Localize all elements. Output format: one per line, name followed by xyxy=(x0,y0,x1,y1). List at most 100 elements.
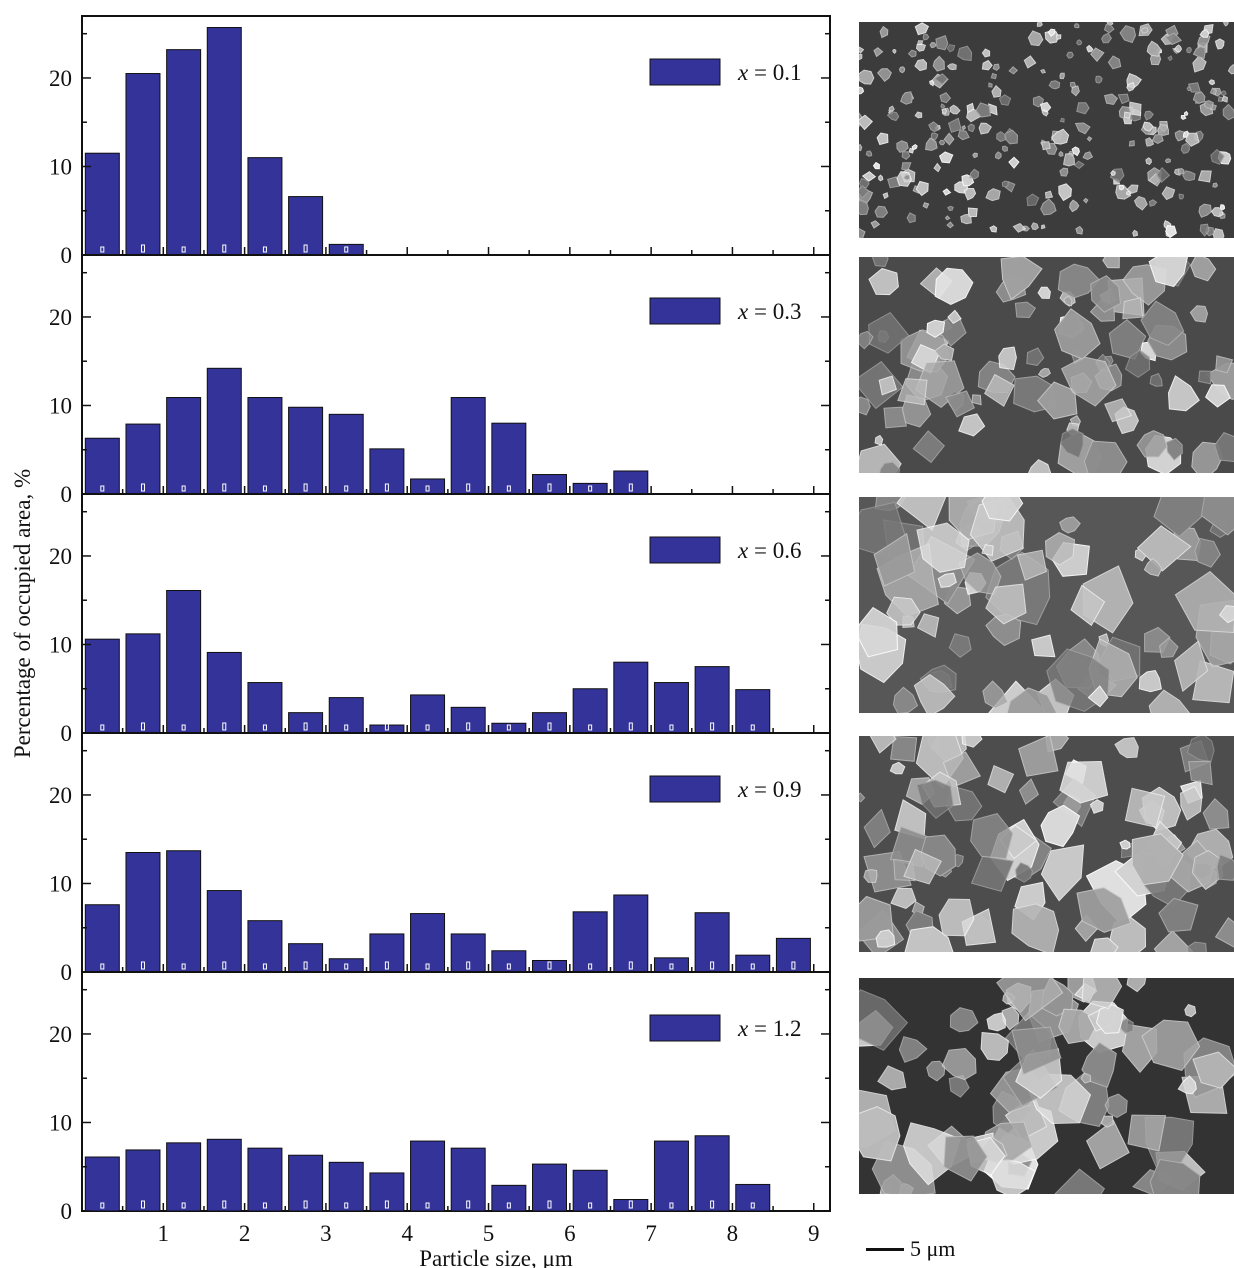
y-tick-label-panel2: 0 xyxy=(61,482,73,507)
legend-label-panel5: x = 1.2 xyxy=(737,1016,801,1041)
bar-base-mark-panel5-15 xyxy=(669,1202,674,1209)
x-tick-label: 7 xyxy=(645,1221,657,1246)
bar-base-mark-panel5-7 xyxy=(344,1202,349,1209)
bar-panel5-5 xyxy=(247,1147,283,1212)
y-tick-label-panel4: 20 xyxy=(49,783,72,808)
sem-micrograph-x-0.9 xyxy=(859,736,1234,952)
bar-base-mark-panel2-6 xyxy=(303,483,308,492)
bar-base-mark-panel4-8 xyxy=(384,961,389,970)
bar-base-mark-panel4-2 xyxy=(140,961,145,970)
bar-base-mark-panel2-4 xyxy=(222,483,227,492)
bar-base-mark-panel2-5 xyxy=(262,485,267,492)
bar-base-mark-panel2-13 xyxy=(588,485,593,492)
bar-base-mark-panel2-2 xyxy=(140,483,145,492)
bar-base-mark-panel5-14 xyxy=(628,1200,633,1209)
x-tick-label: 4 xyxy=(401,1221,413,1246)
y-axis-title: Percentage of occupied area, % xyxy=(10,469,35,758)
bar-panel3-16 xyxy=(694,666,730,734)
y-tick-label-panel4: 10 xyxy=(49,871,72,896)
bar-base-mark-panel3-2 xyxy=(140,722,145,731)
bar-base-mark-panel5-9 xyxy=(425,1202,430,1209)
bar-panel1-7 xyxy=(328,243,364,256)
bar-panel5-14 xyxy=(613,1198,649,1212)
bar-panel2-13 xyxy=(572,482,608,495)
bar-base-mark-panel3-11 xyxy=(506,724,511,731)
bar-base-mark-panel2-10 xyxy=(466,483,471,492)
legend-label-panel1: x = 0.1 xyxy=(737,60,801,85)
bar-panel1-1 xyxy=(84,152,120,256)
bar-panel4-2 xyxy=(125,852,161,973)
y-tick-label-panel5: 20 xyxy=(49,1022,72,1047)
sem-micrograph-x-0.6 xyxy=(859,497,1234,713)
bar-panel3-17 xyxy=(735,689,771,734)
y-tick-label-panel3: 10 xyxy=(49,632,72,657)
sem-texture xyxy=(859,22,1234,238)
y-tick-label-panel3: 20 xyxy=(49,544,72,569)
x-tick-label: 5 xyxy=(483,1221,495,1246)
bar-base-mark-panel3-13 xyxy=(588,724,593,731)
bar-base-mark-panel2-8 xyxy=(384,483,389,492)
bar-panel1-5 xyxy=(247,157,283,256)
bar-base-mark-panel4-5 xyxy=(262,963,267,970)
bar-panel5-3 xyxy=(166,1142,202,1212)
y-tick-label-panel5: 0 xyxy=(61,1199,73,1224)
bar-base-mark-panel3-1 xyxy=(100,724,105,731)
bar-base-mark-panel4-12 xyxy=(547,961,552,970)
bar-panel5-15 xyxy=(653,1140,689,1212)
bar-base-mark-panel2-12 xyxy=(547,483,552,492)
bar-base-mark-panel3-6 xyxy=(303,722,308,731)
bar-panel2-6 xyxy=(288,406,324,495)
bar-panel4-10 xyxy=(450,933,486,973)
bar-panel3-4 xyxy=(206,651,242,734)
bar-base-mark-panel3-9 xyxy=(425,724,430,731)
bar-base-mark-panel5-13 xyxy=(588,1202,593,1209)
bar-panel2-7 xyxy=(328,413,364,495)
bar-base-mark-panel4-9 xyxy=(425,963,430,970)
bar-panel4-7 xyxy=(328,958,364,973)
bar-panel4-6 xyxy=(288,943,324,973)
bar-panel3-7 xyxy=(328,697,364,734)
bar-base-mark-panel1-1 xyxy=(100,246,105,253)
bar-base-mark-panel3-17 xyxy=(750,724,755,731)
bar-base-mark-panel3-4 xyxy=(222,722,227,731)
x-tick-label: 3 xyxy=(320,1221,332,1246)
x-tick-label: 1 xyxy=(158,1221,170,1246)
x-tick-label: 9 xyxy=(808,1221,820,1246)
bar-base-mark-panel4-4 xyxy=(222,961,227,970)
bar-base-mark-panel4-14 xyxy=(628,961,633,970)
bar-panel5-11 xyxy=(491,1184,527,1212)
bar-base-mark-panel3-8 xyxy=(384,722,389,731)
bar-panel3-2 xyxy=(125,633,161,734)
bar-base-mark-panel2-1 xyxy=(100,485,105,492)
bar-base-mark-panel1-2 xyxy=(140,244,145,253)
bar-panel2-10 xyxy=(450,397,486,495)
bar-base-mark-panel3-15 xyxy=(669,724,674,731)
bar-base-mark-panel1-4 xyxy=(222,244,227,253)
bar-base-mark-panel4-16 xyxy=(710,961,715,970)
bar-panel4-4 xyxy=(206,890,242,973)
bar-base-mark-panel3-7 xyxy=(344,724,349,731)
sem-texture xyxy=(859,497,1234,713)
x-axis-title: Particle size, μm xyxy=(419,1246,573,1268)
bar-base-mark-panel4-1 xyxy=(100,963,105,970)
bar-panel5-6 xyxy=(288,1154,324,1212)
bar-panel2-8 xyxy=(369,448,405,495)
bar-base-mark-panel1-7 xyxy=(344,246,349,253)
bar-base-mark-panel3-16 xyxy=(710,722,715,731)
bar-base-mark-panel4-3 xyxy=(181,963,186,970)
bar-base-mark-panel5-3 xyxy=(181,1202,186,1209)
bar-base-mark-panel5-4 xyxy=(222,1200,227,1209)
bar-panel2-2 xyxy=(125,423,161,495)
bar-panel4-8 xyxy=(369,933,405,973)
y-tick-label-panel1: 10 xyxy=(49,154,72,179)
legend-label-panel2: x = 0.3 xyxy=(737,299,801,324)
legend-swatch-panel2 xyxy=(649,297,721,325)
y-tick-label-panel1: 20 xyxy=(49,66,72,91)
bar-panel2-5 xyxy=(247,397,283,495)
bar-base-mark-panel1-6 xyxy=(303,244,308,253)
bar-panel5-16 xyxy=(694,1135,730,1212)
bar-panel1-4 xyxy=(206,27,242,256)
legend-swatch-panel5 xyxy=(649,1014,721,1042)
sem-texture xyxy=(859,978,1234,1194)
bar-panel5-1 xyxy=(84,1156,120,1212)
